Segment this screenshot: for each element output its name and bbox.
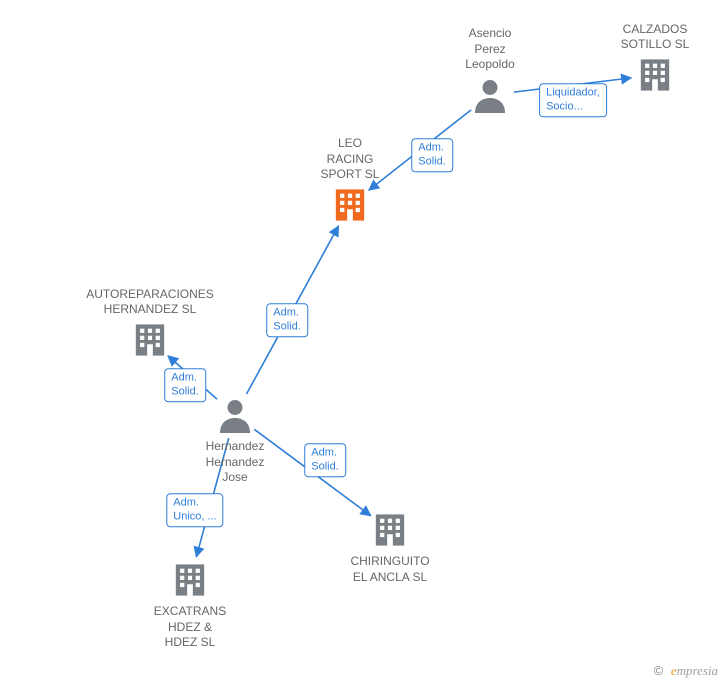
copyright-symbol: ©: [654, 663, 664, 678]
edge-label-hernandez-autorep: Adm. Solid.: [164, 368, 206, 402]
node-label-leo: LEO RACING SPORT SL: [321, 136, 380, 183]
company-icon-leo: [333, 186, 367, 224]
edge-label-hernandez-leo: Adm. Solid.: [266, 303, 308, 337]
node-label-calzados: CALZADOS SOTILLO SL: [621, 22, 690, 53]
company-icon-chiringuito: [373, 511, 407, 549]
person-icon-hernandez: [217, 396, 253, 434]
node-label-excatrans: EXCATRANS HDEZ & HDEZ SL: [154, 604, 226, 651]
node-label-asencio: Asencio Perez Leopoldo: [465, 26, 514, 73]
edge-label-hernandez-excatrans: Adm. Unico, ...: [166, 493, 223, 527]
node-label-chiringuito: CHIRINGUITO EL ANCLA SL: [350, 554, 429, 585]
edge-label-hernandez-chiringuito: Adm. Solid.: [304, 443, 346, 477]
person-icon-asencio: [472, 76, 508, 114]
company-icon-excatrans: [173, 561, 207, 599]
edge-label-asencio-leo: Adm. Solid.: [411, 138, 453, 172]
brand-rest: mpresia: [677, 663, 718, 678]
node-label-hernandez: Hernandez Hernandez Jose: [206, 439, 265, 486]
node-label-autorep: AUTOREPARACIONES HERNANDEZ SL: [86, 287, 214, 318]
company-icon-calzados: [638, 56, 672, 94]
edge-label-asencio-calzados: Liquidador, Socio...: [539, 83, 607, 117]
watermark: © empresia: [654, 663, 718, 679]
company-icon-autorep: [133, 321, 167, 359]
